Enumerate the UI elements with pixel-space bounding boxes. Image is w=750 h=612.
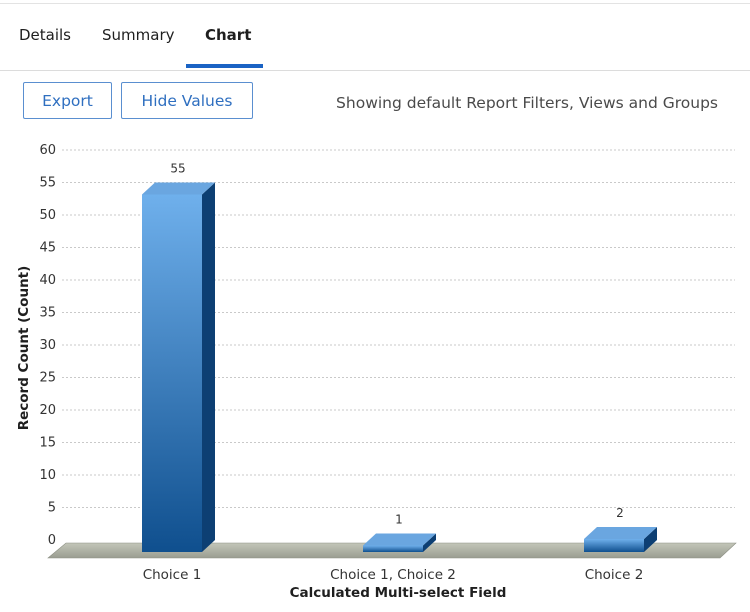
y-tick-label: 45 [39,241,56,256]
x-tick-label: Choice 2 [585,567,644,583]
bar-top [363,533,436,546]
data-labels: 55 1 2 [170,162,623,527]
bar [363,545,423,552]
bar-side [644,527,657,552]
tab-bar: Details Summary Chart [0,0,750,71]
y-tick-label: 55 [39,176,56,191]
tab-chart[interactable]: Chart [205,26,252,44]
hide-values-button[interactable]: Hide Values [121,82,253,119]
data-label: 55 [170,162,185,176]
report-filters-note: Showing default Report Filters, Views an… [336,94,718,112]
bar-top [584,527,657,539]
x-axis-ticks: Choice 1 Choice 1, Choice 2 Choice 2 [143,567,644,583]
top-divider [0,3,750,4]
y-tick-label: 5 [48,501,56,516]
y-axis-ticks: 0 5 10 15 20 25 30 35 40 45 50 55 60 [39,143,56,548]
y-tick-label: 30 [39,338,56,353]
data-label: 2 [616,506,624,520]
bar-top [142,182,215,195]
x-tick-label: Choice 1 [143,567,202,583]
bar-side [423,533,436,552]
y-tick-label: 15 [39,436,56,451]
bar-side [202,182,215,552]
y-tick-label: 0 [48,533,56,548]
bar [142,194,202,552]
y-tick-label: 60 [39,143,56,158]
bar [584,539,644,552]
bars [142,182,657,552]
active-tab-indicator [186,64,263,68]
y-tick-label: 20 [39,403,56,418]
y-tick-label: 35 [39,306,56,321]
y-tick-label: 40 [39,273,56,288]
tab-details[interactable]: Details [19,26,72,44]
x-tick-label: Choice 1, Choice 2 [330,567,456,583]
y-tick-label: 10 [39,468,56,483]
export-button[interactable]: Export [23,82,112,119]
y-tick-label: 25 [39,371,56,386]
tab-summary[interactable]: Summary [102,26,175,44]
y-tick-label: 50 [39,208,56,223]
x-axis-title: Calculated Multi-select Field [290,585,507,601]
y-axis-title: Record Count (Count) [16,266,32,431]
data-label: 1 [395,513,403,527]
